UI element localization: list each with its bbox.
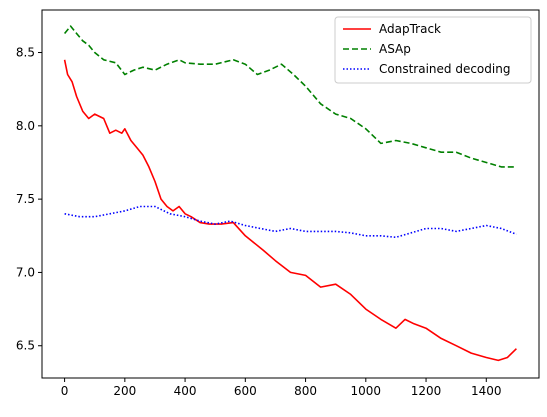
y-tick-label: 8.5 xyxy=(16,46,35,60)
y-tick-label: 6.5 xyxy=(16,339,35,353)
x-axis: 0 200 400 600 800 1000 1200 1400 xyxy=(61,378,502,398)
x-tick-label: 600 xyxy=(234,384,257,398)
legend-label-2: Constrained decoding xyxy=(379,62,510,76)
x-tick-label: 1400 xyxy=(471,384,502,398)
legend: AdapTrack ASAp Constrained decoding xyxy=(334,16,532,84)
legend-label-0: AdapTrack xyxy=(379,22,441,36)
y-tick-label: 7.5 xyxy=(16,192,35,206)
x-tick-label: 400 xyxy=(174,384,197,398)
y-axis: 6.5 7.0 7.5 8.0 8.5 xyxy=(16,46,42,353)
series-line-0 xyxy=(63,59,517,362)
series-line-1 xyxy=(63,25,517,168)
x-tick-label: 800 xyxy=(294,384,317,398)
y-tick-label: 7.0 xyxy=(16,265,35,279)
legend-box xyxy=(334,16,532,84)
x-tick-label: 1000 xyxy=(351,384,382,398)
x-tick-label: 0 xyxy=(61,384,69,398)
legend-label-1: ASAp xyxy=(379,42,411,56)
y-tick-label: 8.0 xyxy=(16,119,35,133)
plot-frame xyxy=(41,9,540,379)
x-tick-label: 200 xyxy=(113,384,136,398)
x-tick-label: 1200 xyxy=(411,384,442,398)
series-layer xyxy=(63,25,517,362)
series-line-2 xyxy=(64,205,517,239)
